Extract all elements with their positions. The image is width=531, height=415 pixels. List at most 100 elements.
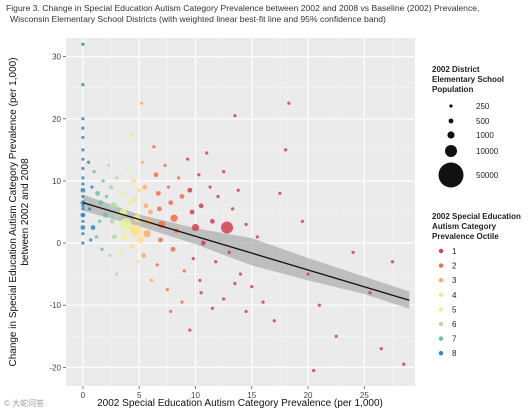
data-point	[90, 225, 96, 230]
y-tick-labels: -20 -10 0 10 20 30	[49, 53, 66, 372]
color-legend-key	[438, 263, 444, 268]
color-legend-key	[438, 307, 444, 312]
color-legend-key	[438, 248, 444, 254]
data-point	[125, 266, 129, 270]
data-point	[168, 200, 174, 206]
x-tick-label: 5	[137, 391, 142, 400]
color-legend-label: 6	[452, 320, 457, 329]
data-point	[368, 291, 372, 295]
data-point	[81, 42, 85, 46]
data-point	[244, 222, 248, 227]
data-point	[261, 300, 265, 304]
data-point	[143, 203, 149, 209]
data-point	[115, 176, 119, 180]
data-point	[81, 207, 85, 211]
data-point	[169, 309, 173, 314]
data-point	[89, 238, 93, 242]
data-point	[148, 209, 153, 215]
data-point	[187, 187, 193, 193]
data-point	[205, 151, 209, 155]
color-legend-key	[438, 321, 444, 327]
data-point	[81, 213, 85, 217]
data-point	[108, 253, 112, 258]
data-point	[334, 334, 338, 338]
data-point	[170, 246, 176, 252]
data-point	[306, 272, 310, 276]
data-point	[222, 170, 226, 174]
data-point	[158, 237, 163, 243]
color-legend-label: 8	[452, 349, 457, 358]
data-point	[220, 221, 233, 234]
data-point	[81, 232, 85, 236]
data-point	[81, 194, 85, 199]
data-point	[129, 224, 142, 237]
data-point	[155, 263, 159, 267]
data-point	[136, 187, 142, 193]
color-legend-title: 2002 Special Education	[432, 212, 521, 221]
data-point	[238, 272, 243, 276]
data-point	[94, 235, 98, 239]
color-legend-key	[438, 292, 444, 297]
data-point	[197, 173, 201, 177]
data-point	[104, 194, 109, 199]
data-point	[109, 202, 117, 210]
x-tick-label: 25	[360, 391, 369, 400]
color-legend-label: 2	[452, 262, 457, 271]
data-point	[109, 218, 115, 224]
data-point	[81, 176, 85, 180]
data-point	[176, 176, 181, 180]
color-legend-label: 1	[452, 247, 457, 256]
data-point	[191, 223, 200, 232]
data-point	[182, 269, 186, 273]
data-point	[244, 309, 248, 314]
data-point	[188, 328, 192, 332]
data-point	[129, 132, 133, 136]
data-point	[390, 260, 395, 264]
data-point	[126, 200, 132, 206]
data-point	[255, 235, 259, 239]
y-axis-label-line-2: between 2002 and 2008	[20, 158, 31, 266]
chart-title: Figure 3. Change in Special Education Au…	[6, 3, 526, 25]
data-point	[81, 126, 85, 130]
y-tick-label: -20	[49, 363, 61, 372]
data-point	[80, 225, 86, 230]
size-legend-key	[445, 145, 457, 157]
data-point	[236, 188, 240, 192]
data-point	[81, 148, 85, 152]
data-point	[140, 160, 145, 164]
x-tick-label: 20	[304, 391, 313, 400]
data-point	[216, 194, 220, 199]
data-point	[250, 284, 254, 289]
color-legend-label: 5	[452, 305, 457, 314]
data-point	[143, 230, 151, 238]
data-point	[198, 203, 204, 209]
size-legend-title: 2002 District	[432, 65, 480, 74]
x-tick-label: 0	[81, 391, 86, 400]
data-point	[126, 166, 130, 171]
color-legend-key	[438, 278, 444, 283]
data-point	[157, 206, 162, 212]
data-point	[107, 163, 111, 167]
data-point	[81, 166, 85, 171]
data-point	[119, 190, 125, 196]
data-point	[278, 191, 282, 195]
data-point	[88, 207, 92, 211]
data-point	[198, 278, 202, 282]
data-point	[402, 362, 406, 366]
size-legend-key	[448, 118, 454, 124]
data-point	[231, 207, 235, 211]
data-point	[163, 163, 167, 167]
data-point	[287, 101, 291, 105]
data-point	[317, 303, 321, 307]
data-point	[80, 187, 86, 193]
data-point	[81, 117, 85, 121]
data-point	[132, 197, 138, 202]
data-point	[200, 240, 206, 246]
data-point	[92, 170, 96, 174]
y-tick-label: 10	[52, 177, 61, 186]
data-point	[81, 219, 85, 223]
data-point	[139, 101, 144, 105]
size-legend-key	[438, 162, 464, 188]
